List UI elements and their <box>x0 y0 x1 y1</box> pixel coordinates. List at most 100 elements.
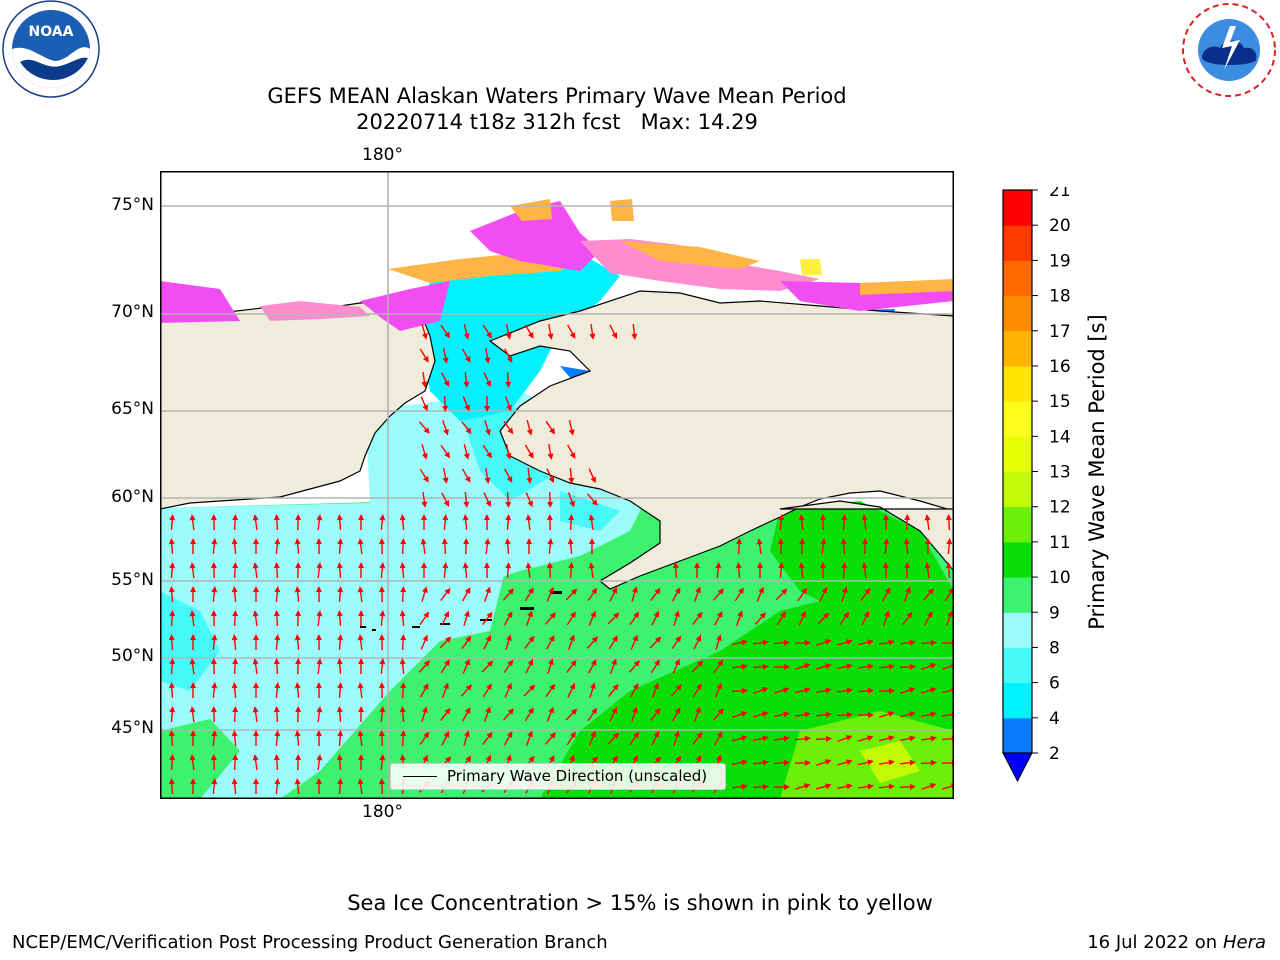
wave-direction-arrow <box>693 586 701 602</box>
wave-direction-arrow <box>752 759 769 766</box>
wave-direction-arrow <box>294 778 301 795</box>
wave-direction-arrow <box>609 586 618 602</box>
colorbar-tick-label: 14 <box>1049 427 1071 447</box>
wave-direction-arrow <box>857 687 874 694</box>
wave-direction-arrow <box>586 493 598 506</box>
colorbar-tick-label: 2 <box>1049 744 1060 764</box>
wave-direction-arrow <box>211 730 218 747</box>
wave-direction-arrow <box>421 324 428 340</box>
wave-direction-arrow <box>379 610 386 627</box>
wave-direction-arrow <box>482 683 492 698</box>
wave-direction-arrow <box>837 735 853 743</box>
wave-direction-arrow <box>252 562 259 579</box>
wave-direction-arrow <box>421 514 427 530</box>
wave-direction-arrow <box>922 588 934 601</box>
wave-direction-arrow <box>816 759 832 766</box>
wave-direction-arrow <box>482 611 493 625</box>
wave-direction-arrow <box>734 587 744 602</box>
wave-direction-arrow <box>773 663 790 670</box>
chart-title: GEFS MEAN Alaskan Waters Primary Wave Me… <box>267 84 847 108</box>
wave-direction-arrow <box>294 538 301 555</box>
colorbar-segment <box>1003 647 1032 684</box>
wave-direction-arrow <box>378 730 385 747</box>
wave-direction-arrow <box>545 635 555 650</box>
wave-direction-arrow <box>794 759 811 766</box>
wave-direction-arrow <box>773 735 790 742</box>
wave-direction-arrow <box>858 735 874 742</box>
wave-direction-arrow <box>544 612 556 625</box>
bottom-longitude-label: 180° <box>362 802 403 822</box>
wave-direction-arrow <box>840 538 847 555</box>
wave-direction-arrow <box>565 708 578 721</box>
wave-direction-arrow <box>566 611 576 626</box>
wave-direction-arrow <box>566 324 576 339</box>
lat-label-55: 55°N <box>111 570 154 590</box>
wave-direction-arrow <box>336 610 343 627</box>
wave-direction-arrow <box>503 611 513 626</box>
wave-direction-arrow <box>731 639 748 646</box>
wave-direction-arrow <box>589 323 596 340</box>
wave-direction-arrow <box>168 538 175 555</box>
wave-direction-arrow <box>231 586 238 603</box>
wave-direction-arrow <box>631 323 638 340</box>
wave-direction-arrow <box>273 562 280 579</box>
wave-direction-arrow <box>421 491 428 508</box>
wave-direction-arrow <box>650 587 661 601</box>
wave-direction-arrow <box>925 538 931 554</box>
wave-direction-arrow <box>546 706 554 722</box>
wave-direction-arrow <box>253 538 259 554</box>
wave-direction-arrow <box>484 420 491 436</box>
wave-direction-arrow <box>671 707 681 722</box>
wave-direction-arrow <box>461 707 471 722</box>
wave-direction-arrow <box>379 658 386 675</box>
date-text: 16 Jul 2022 on <box>1087 932 1223 953</box>
wave-direction-arrow <box>795 687 811 694</box>
wave-direction-arrow <box>731 759 748 766</box>
wave-direction-arrow <box>525 730 533 746</box>
wave-direction-arrow <box>505 444 512 460</box>
wave-direction-arrow <box>190 586 197 603</box>
wave-direction-arrow <box>482 444 492 459</box>
wave-direction-arrow <box>586 636 598 649</box>
colorbar-segment <box>1003 506 1032 543</box>
colorbar-segment <box>1003 330 1032 367</box>
wave-direction-arrow <box>900 711 916 718</box>
wave-direction-arrow <box>231 682 238 699</box>
wave-direction-arrow <box>857 663 874 670</box>
wave-direction-arrow <box>692 731 703 745</box>
wave-direction-arrow <box>316 706 323 723</box>
wave-direction-arrow <box>169 514 176 531</box>
wave-direction-arrow <box>441 538 448 555</box>
wave-direction-arrow <box>904 562 911 579</box>
wave-direction-arrow <box>609 706 618 722</box>
wave-direction-arrow <box>419 611 430 626</box>
wave-direction-arrow <box>462 514 469 531</box>
colorbar-tick-label: 17 <box>1049 322 1071 342</box>
wave-direction-arrow <box>418 660 430 673</box>
wave-direction-arrow <box>421 562 427 578</box>
wave-direction-arrow <box>295 562 302 579</box>
colorbar-tick-label: 16 <box>1049 357 1071 377</box>
wave-direction-arrow <box>715 562 722 579</box>
wave-direction-arrow <box>732 735 748 742</box>
colorbar-tick-label: 12 <box>1049 498 1071 518</box>
wave-direction-arrow <box>794 735 811 742</box>
wave-direction-arrow <box>189 562 196 579</box>
wave-direction-arrow <box>231 730 238 747</box>
wave-direction-arrow <box>358 514 365 531</box>
wave-direction-arrow <box>504 468 513 483</box>
wave-direction-arrow <box>442 467 449 484</box>
wave-direction-arrow <box>232 658 239 675</box>
wave-direction-arrow <box>483 372 491 388</box>
noaa-logo-text: NOAA <box>29 24 74 40</box>
credit-text: NCEP/EMC/Verification Post Processing Pr… <box>12 932 608 953</box>
wave-direction-arrow <box>883 610 890 626</box>
wave-direction-arrow <box>357 730 364 747</box>
wave-direction-arrow <box>857 783 874 790</box>
wave-direction-arrow <box>589 682 596 698</box>
wave-direction-arrow <box>169 562 176 579</box>
wave-direction-arrow <box>757 562 763 578</box>
wave-direction-arrow <box>544 732 556 745</box>
wave-direction-arrow <box>712 708 724 721</box>
wave-direction-arrow <box>442 562 449 579</box>
